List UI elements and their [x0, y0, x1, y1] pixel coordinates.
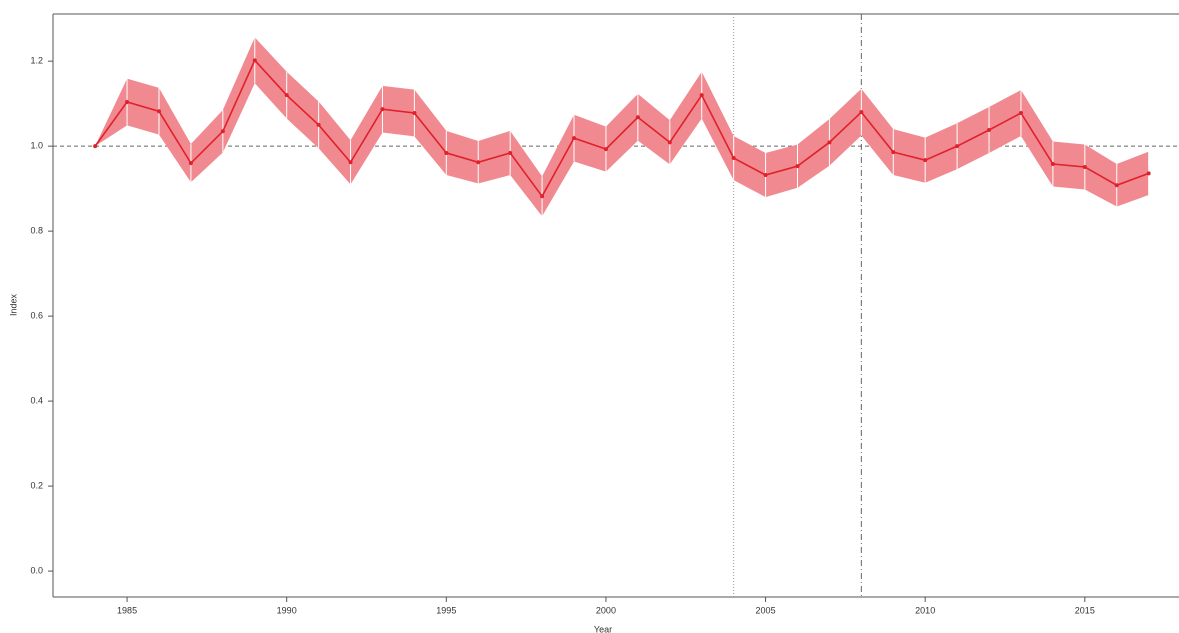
point	[316, 122, 321, 127]
point	[795, 164, 800, 169]
point	[667, 140, 672, 145]
point	[859, 110, 864, 115]
series-line	[94, 58, 1149, 198]
x-tick-label: 2010	[915, 605, 935, 615]
y-tick-label: 0.6	[30, 310, 43, 320]
point	[540, 194, 545, 199]
point	[731, 156, 736, 161]
point	[699, 93, 704, 98]
x-tick-label: 2015	[1075, 605, 1095, 615]
x-tick-label: 1985	[117, 605, 137, 615]
confidence-band	[95, 37, 1149, 217]
point	[1018, 111, 1023, 116]
point	[380, 107, 385, 112]
point	[955, 144, 960, 149]
point	[763, 173, 768, 178]
point	[572, 136, 577, 141]
point	[156, 109, 161, 114]
point	[1114, 183, 1119, 188]
point	[1050, 161, 1055, 166]
point	[827, 140, 832, 145]
point	[348, 160, 353, 165]
point	[987, 128, 992, 133]
point	[220, 129, 225, 134]
point	[188, 161, 193, 166]
y-tick-label: 0.4	[30, 395, 43, 405]
x-tick-label: 1995	[436, 605, 456, 615]
point	[508, 150, 513, 155]
y-tick-label: 0.8	[30, 226, 43, 236]
point	[603, 147, 608, 152]
y-tick-label: 0.2	[30, 480, 43, 490]
x-axis-label: Year	[594, 624, 612, 633]
point	[125, 99, 130, 104]
point	[284, 93, 289, 98]
point	[923, 158, 928, 163]
point	[635, 115, 640, 120]
y-tick-label: 1.2	[30, 56, 43, 66]
point	[1082, 164, 1087, 169]
x-tick-label: 1990	[277, 605, 297, 615]
x-tick-label: 2000	[596, 605, 616, 615]
y-axis-label: Index	[8, 293, 18, 316]
point	[93, 144, 98, 149]
x-tick-label: 2005	[756, 605, 776, 615]
point	[891, 150, 896, 155]
point	[444, 150, 449, 155]
point	[476, 160, 481, 165]
y-tick-label: 0.0	[30, 565, 43, 575]
point	[412, 111, 417, 116]
y-tick-label: 1.0	[30, 141, 43, 151]
point	[252, 58, 257, 63]
point	[1146, 171, 1151, 176]
